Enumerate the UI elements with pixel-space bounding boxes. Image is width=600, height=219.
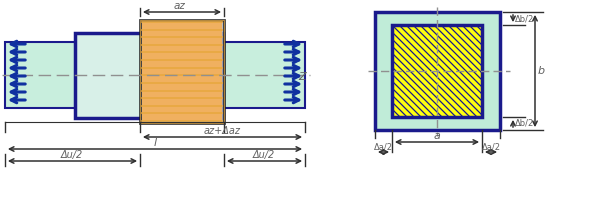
- Text: b: b: [538, 66, 545, 76]
- Bar: [142, 22, 222, 121]
- Text: Δu/2: Δu/2: [253, 150, 275, 160]
- Text: a: a: [434, 131, 440, 141]
- Bar: [140, 20, 224, 123]
- Text: Δu/2: Δu/2: [61, 150, 83, 160]
- Bar: [392, 25, 482, 117]
- Text: l: l: [154, 138, 157, 148]
- Bar: [140, 20, 224, 123]
- Text: Δb/2: Δb/2: [515, 14, 534, 23]
- Bar: [75, 33, 223, 118]
- Bar: [375, 12, 500, 130]
- Text: az: az: [174, 1, 186, 11]
- Text: az+Δaz: az+Δaz: [203, 126, 241, 136]
- Bar: [392, 25, 482, 117]
- Text: Δb/2: Δb/2: [515, 119, 534, 128]
- Text: Δa/2: Δa/2: [374, 142, 393, 151]
- Text: Δa/2: Δa/2: [482, 142, 500, 151]
- Bar: [5, 42, 305, 108]
- Text: Z: Z: [298, 72, 305, 82]
